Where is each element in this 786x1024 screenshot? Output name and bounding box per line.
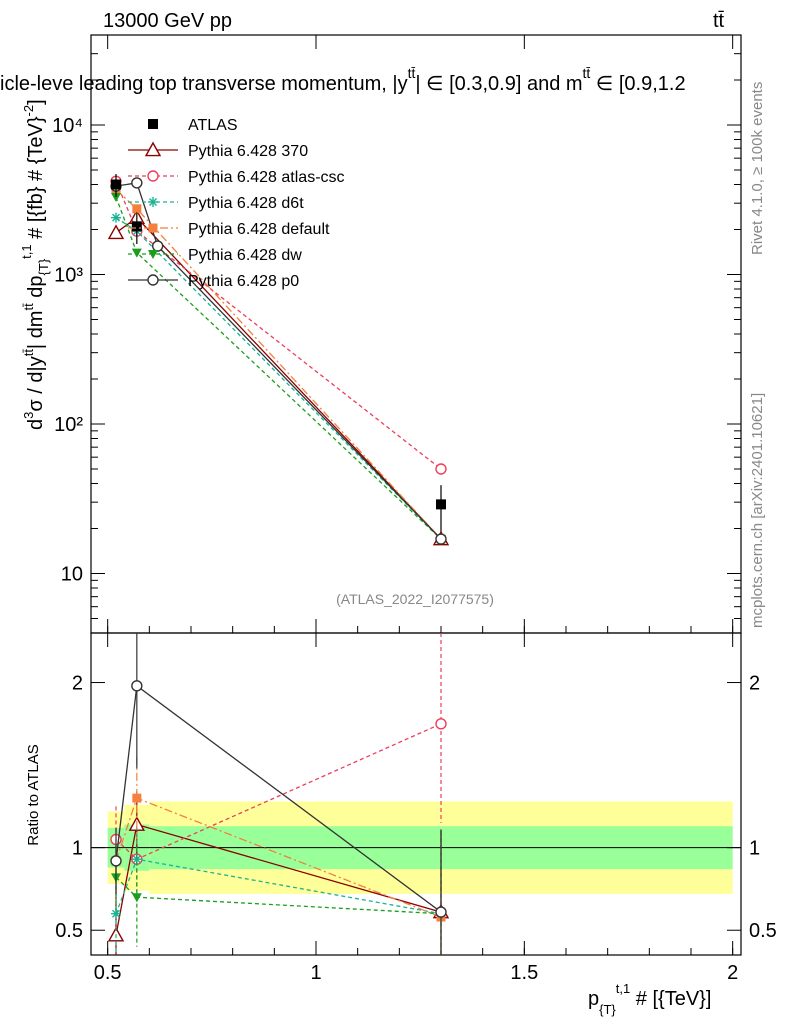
atlas-data — [111, 174, 446, 532]
mcplots-credit: mcplots.cern.ch [arXiv:2401.10621] — [749, 393, 766, 628]
plot-title-sup1: tt̄ — [408, 65, 416, 81]
mc-series — [107, 175, 450, 955]
analysis-id: (ATLAS_2022_I2077575) — [336, 591, 494, 607]
legend-label-5: Pythia 6.428 dw — [188, 247, 302, 264]
data-point — [111, 179, 121, 190]
process-label: tt̄ — [713, 10, 725, 32]
series-point-ratio — [110, 855, 122, 867]
plot-title-part2: | ∈ [0.3,0.9] and m — [415, 73, 582, 95]
series-point-main — [131, 177, 143, 189]
legend: ATLAS Pythia 6.428 370 Pythia 6.428 atlas-… — [128, 117, 345, 290]
series-pythia-6-428-p0 — [110, 177, 447, 955]
rivet-version: Rivet 4.1.0, ≥ 100k events — [749, 82, 766, 255]
series-point-ratio — [435, 718, 447, 730]
x-tick-label-3: 2 — [727, 962, 738, 984]
series-line-main — [115, 189, 442, 540]
y-tick-label-main-2: 10³ — [54, 265, 83, 287]
series-point-main — [111, 192, 121, 202]
legend-marker-0 — [148, 119, 158, 129]
y-tick-label-main-3: 10⁴ — [52, 115, 83, 137]
y-tick-label-ratio-2: 2 — [72, 673, 83, 695]
x-tick-label-2: 1.5 — [510, 962, 538, 984]
series-point-main — [435, 463, 447, 475]
legend-marker-2 — [147, 170, 159, 182]
legend-label-3: Pythia 6.428 d6t — [188, 195, 304, 212]
legend-marker-1 — [144, 141, 162, 157]
y-tick-label-main-1: 10² — [54, 414, 83, 436]
series-point-main — [435, 533, 447, 545]
x-axis-label: p{T}t,1 # [{TeV}] — [588, 981, 711, 1017]
x-tick-label-0: 0.5 — [94, 962, 122, 984]
legend-label-2: Pythia 6.428 atlas-csc — [188, 169, 345, 186]
plot-title-sup2: tt̄ — [583, 65, 591, 81]
series-point-ratio — [132, 793, 142, 803]
series-line-main — [115, 217, 442, 540]
series-point-main — [107, 224, 125, 240]
series-point-ratio — [131, 893, 142, 903]
x-tick-label-1: 1 — [310, 962, 321, 984]
legend-marker-5 — [148, 250, 158, 259]
data-point — [436, 499, 446, 510]
y-axis-label-main: d3σ / d|ytt̄| dmtt̄ dp{T}t,1 # [{fb} # {… — [19, 99, 51, 430]
series-point-main — [131, 248, 142, 258]
legend-marker-4 — [148, 223, 158, 233]
plot-title-part1: icle-leve leading top transverse momentu… — [0, 73, 408, 95]
legend-marker-6 — [147, 274, 159, 286]
series-point-ratio — [435, 906, 447, 918]
series-line-main — [115, 181, 442, 470]
plot-title: icle-leve leading top transverse momentu… — [0, 65, 686, 95]
series-line-main — [115, 182, 442, 540]
legend-label-6: Pythia 6.428 p0 — [188, 273, 299, 290]
y-axis-label-ratio: Ratio to ATLAS — [25, 744, 42, 845]
legend-label-1: Pythia 6.428 370 — [188, 143, 308, 160]
series-point-main — [132, 204, 142, 214]
series-point-ratio — [131, 680, 143, 692]
y-tick-label-ratio-right-0: 0.5 — [749, 920, 777, 942]
y-tick-label-ratio-1: 1 — [72, 838, 83, 860]
axis-ticks: 0.5 1 1.5 2 10 10² 10³ 10⁴ 0.5 0.5 1 1 2 2 — [52, 34, 777, 984]
series-point-main — [111, 212, 121, 223]
plot-title-part3: ∈ [0.9,1.2 — [590, 73, 685, 95]
legend-marker-3 — [148, 197, 158, 207]
y-tick-label-main-0: 10 — [61, 564, 83, 586]
collision-label: 13000 GeV pp — [103, 10, 232, 32]
data-point — [131, 221, 142, 232]
y-tick-label-ratio-0: 0.5 — [55, 920, 83, 942]
legend-label-0: ATLAS — [188, 117, 238, 134]
y-tick-label-ratio-right-1: 1 — [749, 838, 760, 860]
y-tick-label-ratio-right-2: 2 — [749, 673, 760, 695]
legend-label-4: Pythia 6.428 default — [188, 221, 330, 238]
series-point-main — [151, 240, 164, 252]
series-line-main — [115, 216, 442, 540]
ratio-frame — [90, 632, 742, 956]
